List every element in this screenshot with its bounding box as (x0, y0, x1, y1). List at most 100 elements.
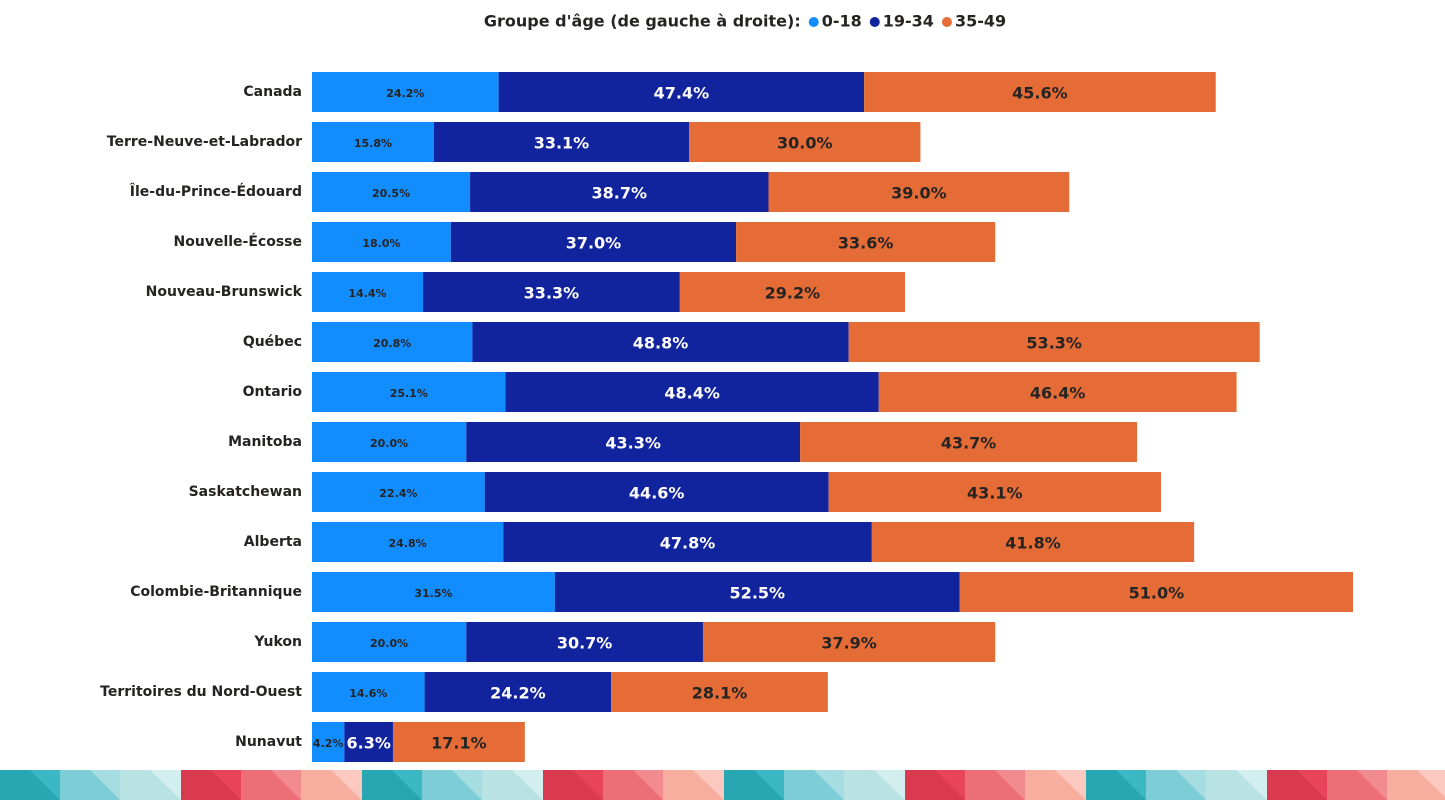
bar-segment (423, 272, 680, 312)
bar-segment (484, 472, 829, 512)
category-label: Ontario (243, 384, 303, 400)
bar-segment (312, 372, 506, 412)
data-label: 41.8% (1005, 534, 1061, 553)
data-label: 43.7% (941, 434, 997, 453)
data-label: 47.4% (654, 84, 710, 103)
legend-label: 19-34 (883, 12, 934, 31)
bar-segment (312, 122, 434, 162)
bar-segment (959, 572, 1353, 612)
bar-segment (470, 172, 769, 212)
bar-segment (312, 72, 499, 112)
data-label: 20.0% (370, 437, 408, 450)
data-label: 18.0% (362, 237, 400, 250)
bar-segment (312, 572, 555, 612)
category-label: Alberta (244, 534, 302, 550)
bar-segment (312, 172, 471, 212)
data-label: 37.9% (821, 634, 877, 653)
data-label: 43.3% (605, 434, 661, 453)
data-label: 30.7% (557, 634, 613, 653)
bar-segment (498, 72, 865, 112)
bar-segment (312, 422, 467, 462)
bar-segment (466, 422, 801, 462)
data-label: 51.0% (1129, 584, 1185, 603)
data-label: 39.0% (891, 184, 947, 203)
bar-segment (312, 672, 425, 712)
data-label: 4.2% (313, 737, 344, 750)
category-label: Nunavut (235, 734, 302, 750)
bar-segment (466, 622, 703, 662)
legend-title: Groupe d'âge (de gauche à droite): (484, 12, 801, 31)
legend-marker (941, 17, 952, 27)
bar-segment (433, 122, 690, 162)
bar-segment (312, 622, 467, 662)
data-label: 48.8% (633, 334, 689, 353)
category-label: Saskatchewan (189, 484, 302, 500)
category-label: Île-du-Prince-Édouard (130, 183, 302, 200)
data-label: 44.6% (629, 484, 685, 503)
data-label: 33.3% (524, 284, 580, 303)
data-label: 30.0% (777, 134, 833, 153)
data-label: 6.3% (346, 734, 390, 753)
legend-marker (869, 17, 880, 27)
bar-segment (736, 222, 996, 262)
data-label: 53.3% (1026, 334, 1082, 353)
data-label: 43.1% (967, 484, 1023, 503)
bar-segment (472, 322, 849, 362)
bar-segment (312, 322, 473, 362)
bar-segment (424, 672, 612, 712)
data-label: 24.2% (490, 684, 546, 703)
bar-segment (611, 672, 828, 712)
bar-segment (848, 322, 1260, 362)
bar-segment (800, 422, 1138, 462)
data-label: 15.8% (354, 137, 392, 150)
category-label: Nouvelle-Écosse (174, 233, 302, 250)
data-label: 48.4% (664, 384, 720, 403)
legend: Groupe d'âge (de gauche à droite): 0-18 1… (484, 12, 1006, 31)
bar-segment (312, 222, 451, 262)
data-label: 20.8% (373, 337, 411, 350)
bar-segment (503, 522, 872, 562)
data-label: 17.1% (431, 734, 487, 753)
legend-marker (808, 17, 819, 27)
bar-segment (392, 722, 525, 762)
category-label: Nouveau-Brunswick (146, 284, 303, 300)
bar-segment (312, 722, 345, 762)
bar-segment (505, 372, 879, 412)
data-label: 20.5% (372, 187, 410, 200)
data-label: 52.5% (730, 584, 786, 603)
data-label: 46.4% (1030, 384, 1086, 403)
bar-segment (554, 572, 960, 612)
data-label: 25.1% (390, 387, 428, 400)
data-label: 33.1% (534, 134, 590, 153)
data-label: 29.2% (765, 284, 821, 303)
data-label: 33.6% (838, 234, 894, 253)
category-label: Yukon (253, 634, 302, 650)
bar-segment (450, 222, 737, 262)
bar-segment (871, 522, 1195, 562)
bar-segment (344, 722, 393, 762)
data-label: 20.0% (370, 637, 408, 650)
data-label: 14.4% (348, 287, 386, 300)
bar-segment (878, 372, 1237, 412)
legend-label: 35-49 (955, 12, 1006, 31)
data-label: 45.6% (1012, 84, 1068, 103)
data-label: 28.1% (692, 684, 748, 703)
bar-segment (312, 472, 485, 512)
category-label: Manitoba (228, 434, 302, 450)
legend-label: 0-18 (822, 12, 862, 31)
category-label: Québec (243, 334, 302, 350)
bar-segment (312, 522, 504, 562)
data-label: 24.2% (386, 87, 424, 100)
data-label: 31.5% (414, 587, 452, 600)
data-label: 47.8% (660, 534, 716, 553)
bar-segment (689, 122, 921, 162)
data-label: 22.4% (379, 487, 417, 500)
bar-segment (828, 472, 1161, 512)
category-label: Colombie-Britannique (130, 584, 302, 600)
data-label: 37.0% (566, 234, 622, 253)
bar-segment (768, 172, 1070, 212)
bar-segment (679, 272, 905, 312)
data-label: 14.6% (349, 687, 387, 700)
decorative-strip (0, 770, 1445, 800)
